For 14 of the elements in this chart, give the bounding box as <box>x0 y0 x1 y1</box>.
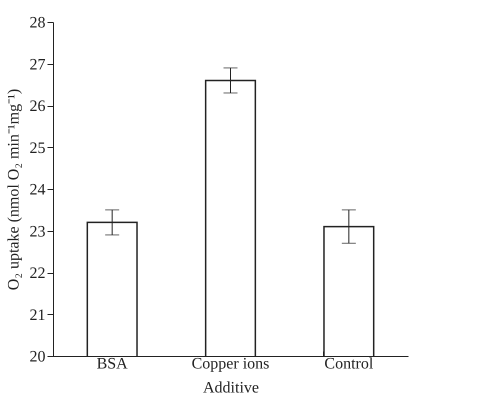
y-tick-label: 28 <box>30 14 46 32</box>
y-tick-label: 25 <box>30 140 46 157</box>
y-tick-label: 24 <box>30 182 46 198</box>
x-tick-label: Copper ions <box>192 356 270 372</box>
y-tick-label: 20 <box>30 348 46 366</box>
y-tick-label: 27 <box>30 56 46 74</box>
x-tick-label: Control <box>324 356 374 372</box>
y-tick-label: 26 <box>30 98 46 115</box>
y-tick-label: 22 <box>30 265 46 282</box>
x-tick-label: BSA <box>96 356 128 372</box>
y-axis-title: O₂ uptake (nmol O₂ min⁻¹mg⁻¹) <box>6 88 22 290</box>
y-tick-label: 21 <box>30 306 46 324</box>
x-axis-title: Additive <box>203 380 259 396</box>
y-tick-label: 23 <box>30 223 46 240</box>
